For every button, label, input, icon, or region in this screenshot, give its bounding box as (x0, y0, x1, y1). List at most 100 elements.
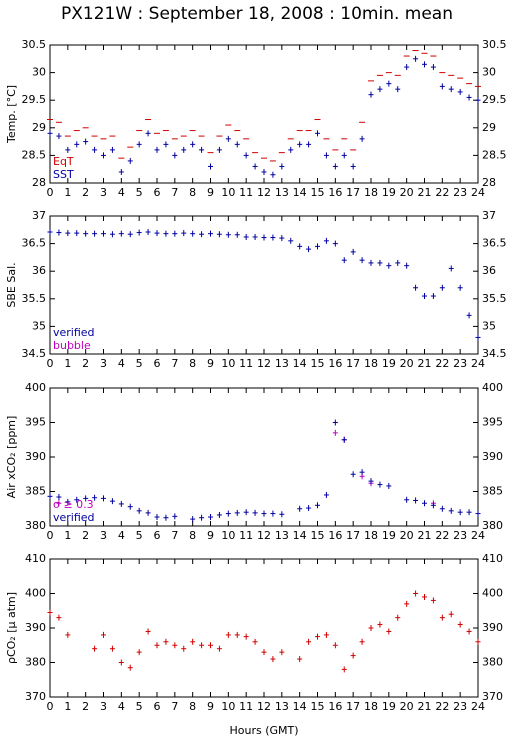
x-tick-label: 18 (364, 186, 378, 199)
data-point (270, 171, 276, 178)
data-point (466, 94, 472, 101)
data-point (127, 231, 133, 238)
data-point (199, 146, 205, 153)
y-tick-label: 35.5 (22, 292, 47, 305)
data-point (65, 498, 71, 505)
x-tick-label: 12 (257, 529, 271, 542)
data-point (136, 649, 142, 656)
data-point (208, 230, 213, 237)
data-point (306, 246, 312, 253)
data-point (466, 509, 472, 516)
data-point (216, 511, 222, 518)
y-tick-label: 30.5 (22, 38, 47, 51)
x-tick-label: 13 (275, 700, 289, 713)
data-point (74, 230, 80, 237)
x-tick-label: 20 (400, 357, 414, 370)
data-point (386, 80, 392, 87)
data-point (92, 494, 98, 501)
x-tick-label: 13 (275, 186, 289, 199)
data-point (395, 259, 401, 266)
data-point (234, 631, 240, 638)
data-point (297, 243, 303, 250)
x-tick-label: 11 (239, 357, 253, 370)
data-point (323, 631, 329, 638)
data-point (430, 293, 436, 300)
x-tick-label: 24 (471, 186, 485, 199)
x-tick-label: 4 (118, 357, 125, 370)
data-point (145, 628, 151, 635)
data-point (92, 645, 98, 652)
data-point (448, 507, 454, 514)
y-tick-label: 370 (25, 690, 46, 703)
data-point (234, 141, 240, 148)
data-point (225, 631, 231, 638)
data-point (404, 496, 410, 503)
x-tick-label: 23 (453, 529, 467, 542)
data-point (297, 141, 303, 148)
x-tick-label: 22 (435, 357, 449, 370)
y-tick-label: 36.5 (22, 237, 47, 250)
data-point (422, 61, 427, 68)
data-point (270, 510, 276, 517)
data-point (74, 496, 80, 503)
x-tick-label: 16 (328, 529, 342, 542)
data-point (243, 509, 249, 516)
data-point (47, 609, 53, 616)
data-point (368, 478, 374, 485)
data-point (297, 656, 303, 663)
y-axis-label: SBE Sal. (5, 262, 18, 307)
y-tick-label: 380 (482, 656, 503, 669)
data-point (190, 230, 196, 237)
x-tick-label: 24 (471, 357, 485, 370)
y-tick-label: 380 (482, 519, 503, 532)
x-tick-label: 14 (293, 186, 307, 199)
data-point (252, 509, 258, 516)
data-point (350, 248, 356, 255)
y-tick-label: 28 (32, 176, 46, 189)
data-point (439, 614, 445, 621)
data-point (475, 97, 481, 104)
data-point (225, 510, 231, 517)
y-tick-label: 390 (482, 450, 503, 463)
data-point (377, 259, 383, 266)
x-tick-label: 11 (239, 529, 253, 542)
data-point (422, 500, 427, 507)
x-tick-label: 7 (171, 186, 178, 199)
y-tick-label: 390 (482, 621, 503, 634)
y-tick-label: 400 (482, 381, 503, 394)
data-point (154, 230, 160, 237)
legend-label: SST (53, 168, 74, 181)
data-point (341, 152, 347, 159)
y-axis-label: Temp. [°C] (5, 85, 18, 144)
data-point (306, 141, 312, 148)
data-point (288, 146, 294, 153)
data-point (92, 230, 98, 237)
data-point (216, 645, 222, 652)
data-point (127, 503, 133, 510)
data-point (101, 495, 106, 502)
legend-label: verified (53, 326, 95, 339)
data-point (332, 642, 338, 649)
x-tick-label: 6 (154, 357, 161, 370)
data-point (190, 141, 196, 148)
x-tick-label: 23 (453, 186, 467, 199)
x-tick-label: 0 (47, 700, 54, 713)
x-tick-label: 15 (311, 186, 325, 199)
data-point (261, 510, 267, 517)
y-tick-label: 35 (482, 319, 496, 332)
y-tick-label: 380 (25, 656, 46, 669)
data-point (145, 229, 151, 236)
data-point (65, 631, 71, 638)
x-tick-label: 17 (346, 357, 360, 370)
data-point (83, 138, 89, 145)
data-point (261, 234, 267, 241)
y-tick-label: 410 (482, 552, 503, 565)
data-point (101, 152, 106, 159)
data-point (190, 516, 196, 523)
x-tick-label: 12 (257, 186, 271, 199)
x-tick-label: 21 (418, 186, 432, 199)
data-point (172, 513, 178, 520)
data-point (350, 652, 356, 659)
data-point (252, 163, 258, 170)
